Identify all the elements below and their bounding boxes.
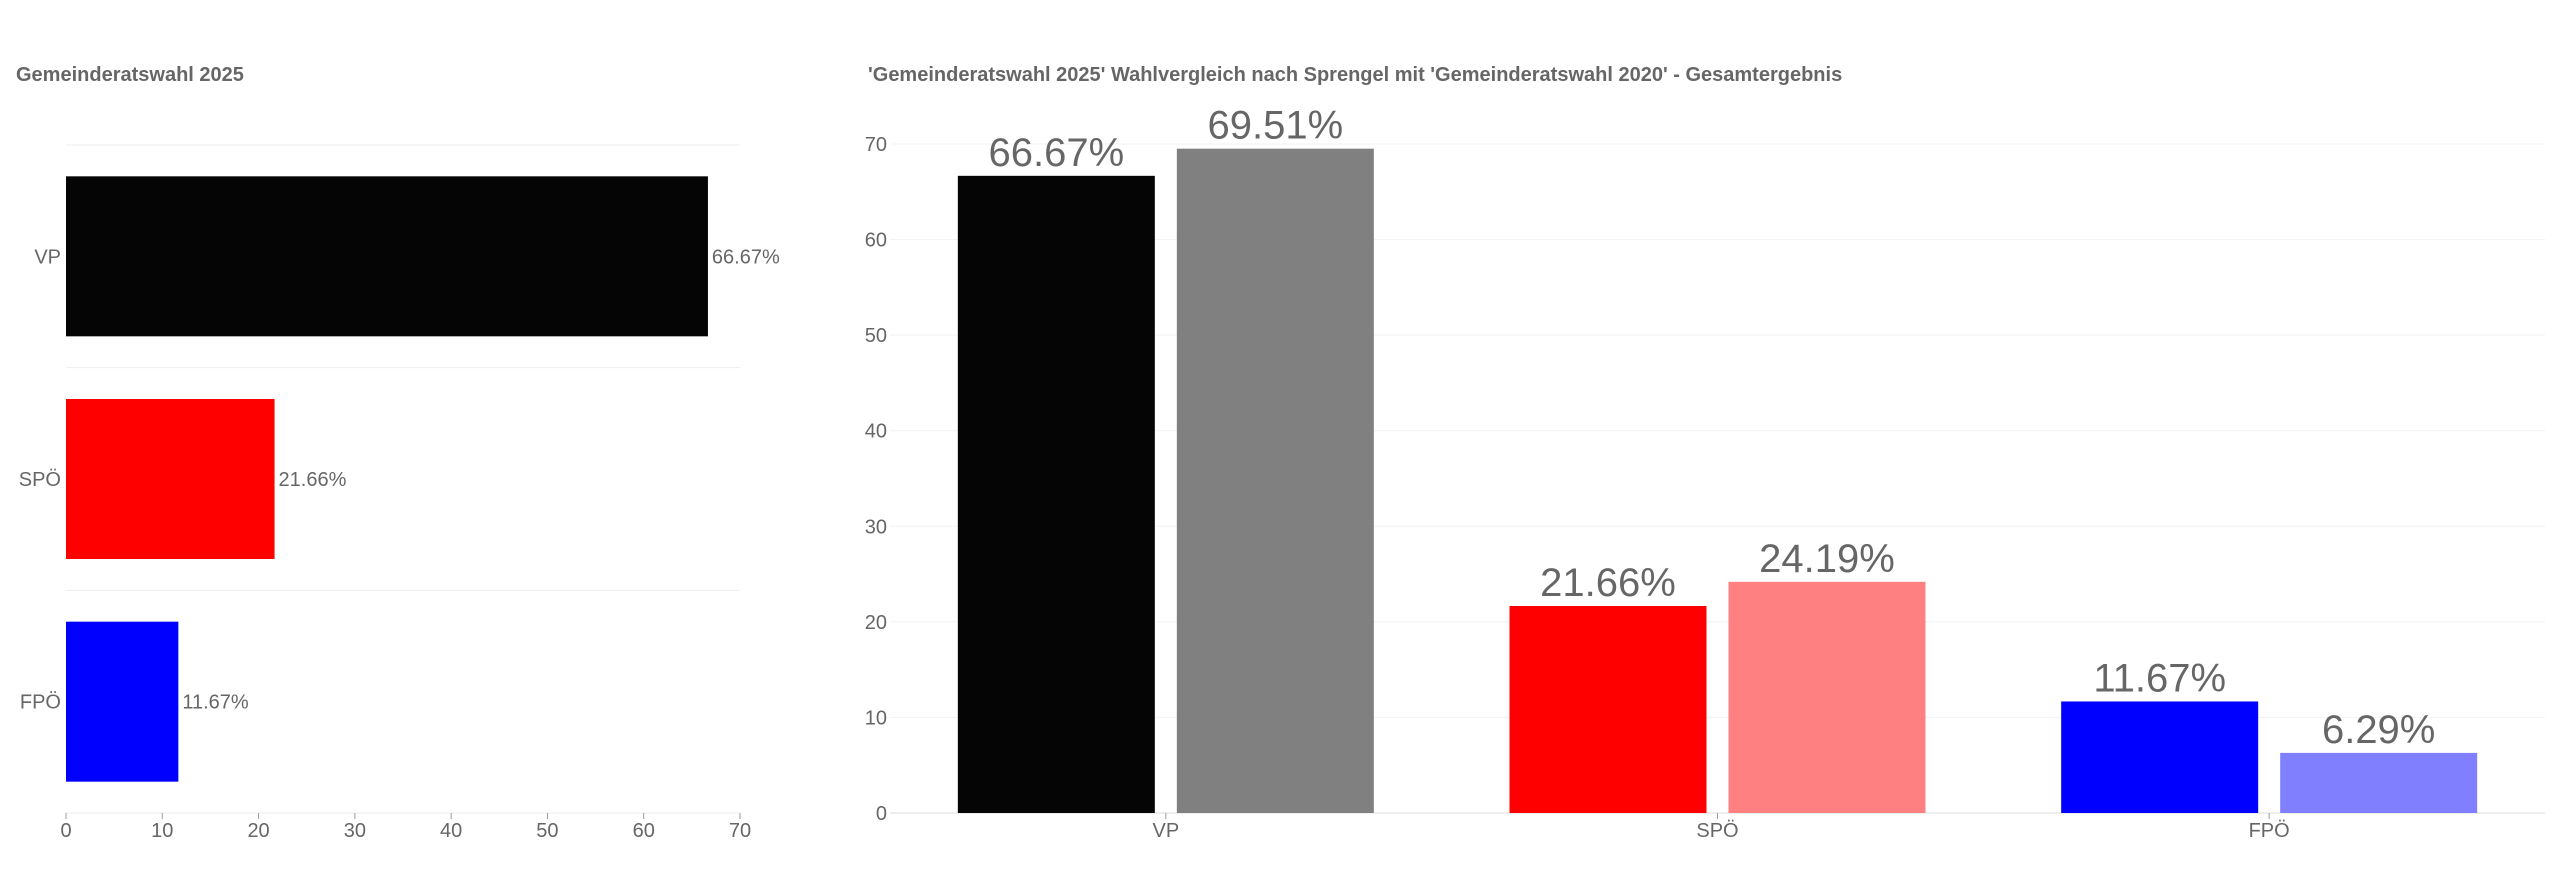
right-value-label: 24.19%: [1759, 537, 1895, 581]
right-category-label: FPÖ: [2249, 820, 2290, 842]
right-chart-title: 'Gemeinderatswahl 2025' Wahlvergleich na…: [868, 64, 1843, 86]
left-x-tick-label: 10: [151, 820, 173, 842]
left-x-tick-label: 30: [344, 820, 366, 842]
left-value-label: 11.67%: [182, 692, 249, 714]
left-x-tick-label: 70: [729, 820, 751, 842]
right-y-tick-label: 50: [865, 325, 887, 347]
right-y-tick-label: 40: [865, 421, 887, 443]
right-bar-fpoe-2020: [2280, 752, 2478, 813]
right-category-label: VP: [1152, 820, 1179, 842]
right-value-label: 66.67%: [988, 131, 1124, 175]
right-bar-spoe-2025: [1509, 605, 1707, 813]
left-chart-title: Gemeinderatswahl 2025: [16, 64, 244, 86]
left-x-tick-label: 40: [440, 820, 462, 842]
right-bar-vp-2025: [957, 175, 1155, 813]
left-x-tick-label: 0: [60, 820, 71, 842]
left-x-tick-label: 60: [633, 820, 655, 842]
right-bar-spoe-2020: [1728, 581, 1926, 813]
left-value-label: 66.67%: [712, 246, 780, 268]
right-bar-vp-2020: [1176, 148, 1374, 814]
right-y-tick-label: 60: [865, 230, 887, 252]
left-category-label: FPÖ: [20, 692, 61, 714]
left-bar-fpoe: [66, 621, 179, 782]
right-value-label: 21.66%: [1540, 561, 1676, 605]
right-value-label: 6.29%: [2322, 708, 2435, 752]
left-bar-vp: [66, 176, 708, 337]
left-bar-spoe: [66, 399, 275, 559]
left-category-label: VP: [34, 246, 61, 268]
left-x-tick-label: 20: [247, 820, 269, 842]
right-value-label: 11.67%: [2093, 656, 2226, 700]
left-value-label: 21.66%: [279, 469, 347, 491]
left-x-tick-label: 50: [536, 820, 558, 842]
right-bar-chart: 0 10 20 30 40 50 60 70 VP 66.67% 69.51% SPÖ 21.66% 24…: [865, 104, 2545, 842]
right-value-label: 69.51%: [1207, 104, 1343, 148]
right-category-label: SPÖ: [1696, 820, 1738, 842]
right-y-tick-label: 70: [865, 134, 887, 156]
right-y-tick-label: 20: [865, 612, 887, 634]
right-bar-fpoe-2025: [2061, 701, 2259, 813]
right-y-tick-label: 30: [865, 516, 887, 538]
right-y-tick-label: 10: [865, 707, 887, 729]
right-y-tick-label: 0: [876, 803, 887, 825]
left-category-label: SPÖ: [19, 469, 61, 491]
left-bar-chart: 0 10 20 30 40 50 60 70 VP 66.67% SPÖ 21.66% FPÖ 11.67…: [19, 144, 780, 842]
